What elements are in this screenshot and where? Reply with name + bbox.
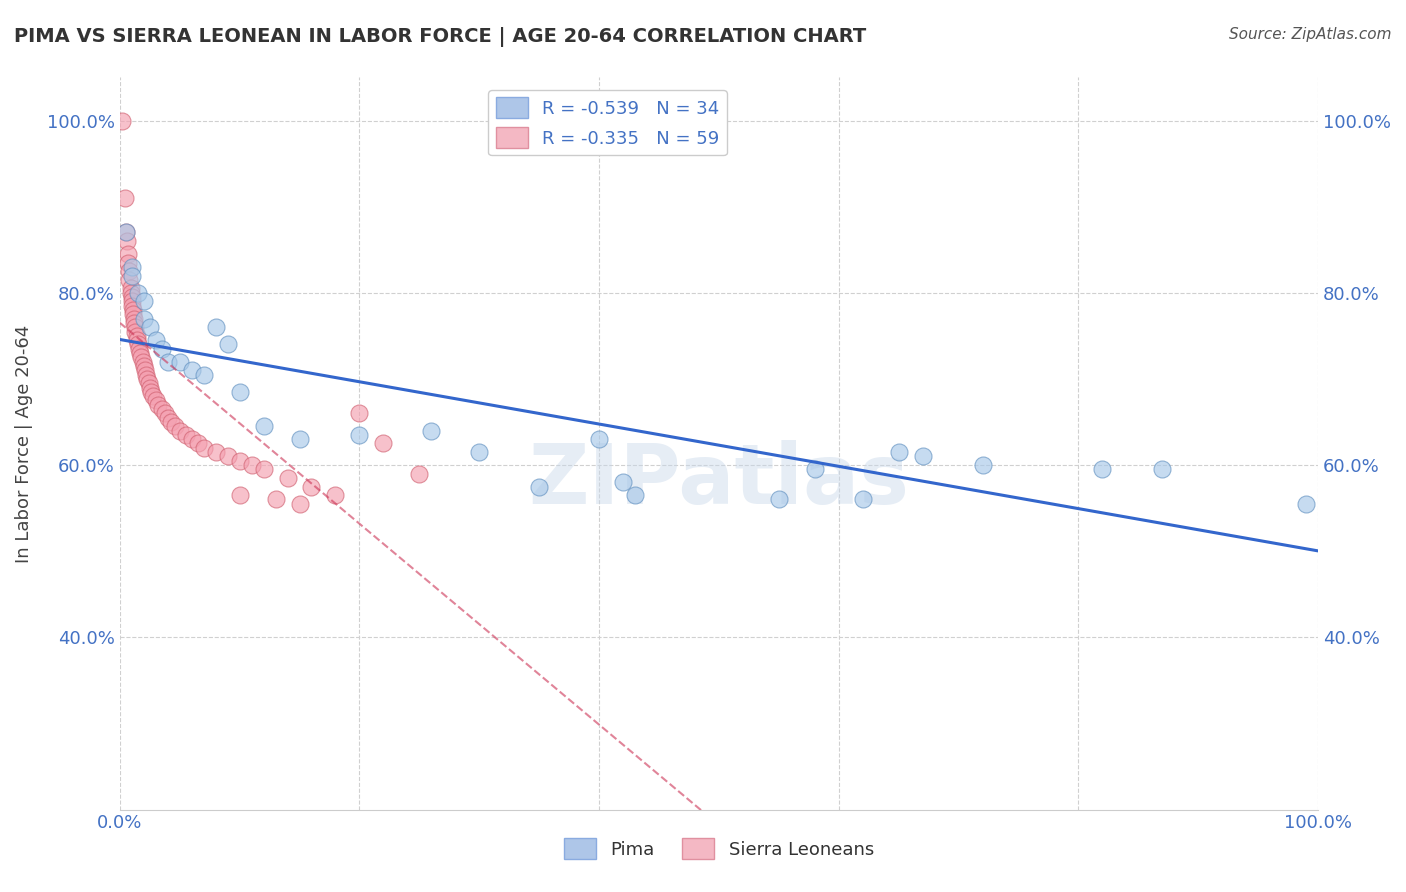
Point: [150, 342, 173, 356]
Point: [145, 393, 167, 408]
Point: [122, 303, 145, 318]
Point: [128, 342, 150, 356]
Point: [193, 441, 215, 455]
Point: [588, 432, 610, 446]
Point: [1091, 462, 1114, 476]
Legend: R = -0.539   N = 34, R = -0.335   N = 59: R = -0.539 N = 34, R = -0.335 N = 59: [488, 90, 727, 155]
Point: [527, 479, 550, 493]
Point: [169, 424, 191, 438]
Point: [174, 428, 197, 442]
Point: [264, 492, 287, 507]
Point: [142, 389, 165, 403]
Text: PIMA VS SIERRA LEONEAN IN LABOR FORCE | AGE 20-64 CORRELATION CHART: PIMA VS SIERRA LEONEAN IN LABOR FORCE | …: [14, 27, 866, 46]
Point: [169, 354, 191, 368]
Point: [135, 368, 157, 382]
Point: [180, 432, 202, 446]
Point: [408, 467, 430, 481]
Point: [139, 384, 162, 399]
Point: [121, 260, 143, 274]
Point: [612, 475, 634, 490]
Point: [325, 488, 347, 502]
Point: [288, 432, 311, 446]
Point: [121, 290, 143, 304]
Point: [420, 424, 443, 438]
Point: [132, 294, 155, 309]
Point: [217, 337, 239, 351]
Text: ZIPatlas: ZIPatlas: [529, 440, 910, 521]
Point: [252, 462, 274, 476]
Point: [118, 264, 141, 278]
Point: [349, 428, 371, 442]
Y-axis label: In Labor Force | Age 20-64: In Labor Force | Age 20-64: [15, 325, 32, 563]
Point: [156, 410, 179, 425]
Point: [125, 328, 148, 343]
Point: [768, 492, 790, 507]
Point: [114, 191, 136, 205]
Point: [373, 436, 395, 450]
Point: [120, 281, 142, 295]
Point: [468, 445, 491, 459]
Point: [122, 316, 145, 330]
Point: [228, 488, 250, 502]
Text: Source: ZipAtlas.com: Source: ZipAtlas.com: [1229, 27, 1392, 42]
Point: [156, 354, 179, 368]
Point: [131, 351, 153, 365]
Point: [138, 376, 160, 391]
Point: [121, 294, 143, 309]
Point: [120, 285, 142, 300]
Point: [138, 380, 160, 394]
Point: [160, 415, 183, 429]
Point: [349, 406, 371, 420]
Point: [111, 113, 134, 128]
Point: [125, 333, 148, 347]
Point: [204, 445, 226, 459]
Point: [972, 458, 994, 472]
Point: [132, 359, 155, 373]
Point: [163, 419, 186, 434]
Point: [117, 247, 139, 261]
Point: [193, 368, 215, 382]
Point: [804, 462, 827, 476]
Point: [180, 363, 202, 377]
Point: [114, 226, 136, 240]
Point: [122, 311, 145, 326]
Point: [114, 226, 136, 240]
Point: [252, 419, 274, 434]
Point: [121, 299, 143, 313]
Point: [115, 234, 138, 248]
Point: [124, 325, 146, 339]
Point: [852, 492, 875, 507]
Point: [121, 268, 143, 283]
Point: [240, 458, 263, 472]
Point: [1152, 462, 1174, 476]
Point: [150, 402, 173, 417]
Point: [204, 320, 226, 334]
Point: [217, 450, 239, 464]
Point: [136, 372, 159, 386]
Point: [132, 311, 155, 326]
Point: [117, 255, 139, 269]
Point: [187, 436, 209, 450]
Point: [131, 354, 153, 368]
Point: [145, 333, 167, 347]
Point: [887, 445, 910, 459]
Point: [228, 453, 250, 467]
Point: [911, 450, 934, 464]
Point: [301, 479, 323, 493]
Point: [624, 488, 647, 502]
Point: [155, 406, 177, 420]
Point: [122, 307, 145, 321]
Point: [129, 346, 152, 360]
Point: [1295, 497, 1317, 511]
Point: [127, 337, 149, 351]
Point: [124, 320, 146, 334]
Point: [118, 273, 141, 287]
Point: [288, 497, 311, 511]
Point: [228, 384, 250, 399]
Point: [276, 471, 298, 485]
Point: [134, 363, 156, 377]
Point: [146, 398, 169, 412]
Point: [138, 320, 160, 334]
Point: [127, 285, 149, 300]
